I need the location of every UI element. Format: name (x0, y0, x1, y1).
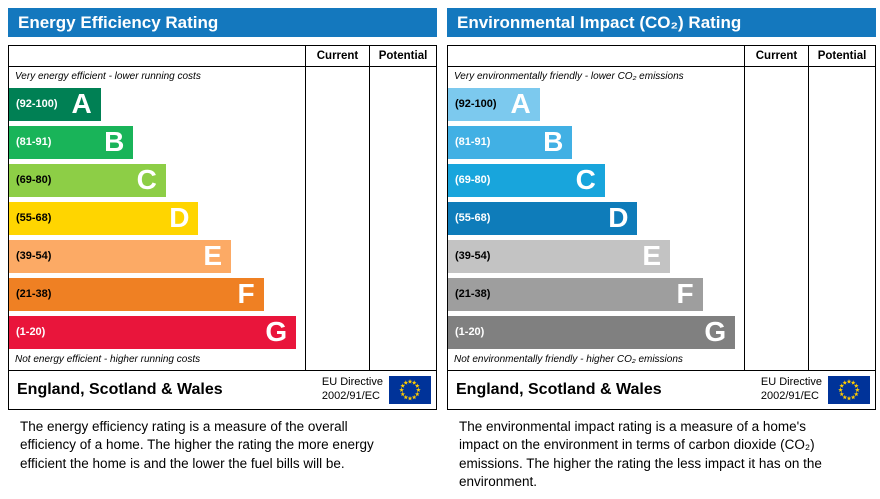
band-row: (81-91) B (448, 123, 744, 161)
band-range-label: (81-91) (455, 136, 491, 148)
band-row: (21-38) F (9, 275, 305, 313)
chart-grid: Current Potential Very energy efficient … (9, 46, 436, 370)
current-column (744, 67, 808, 370)
region-label: England, Scotland & Wales (456, 381, 662, 398)
band-f: (21-38) F (9, 277, 264, 311)
bottom-note: Not environmentally friendly - higher CO… (454, 354, 683, 365)
band-letter: C (575, 164, 596, 195)
potential-column-header: Potential (808, 46, 875, 67)
chart-footer: England, Scotland & Wales EU Directive 2… (9, 370, 436, 409)
environmental-impact-chart: Current Potential Very environmentally f… (447, 45, 876, 410)
empty-header-cell (9, 46, 305, 67)
rating-panels: Energy Efficiency Rating Current Potenti… (8, 8, 876, 491)
bands-area: Very energy efficient - lower running co… (9, 67, 305, 370)
potential-column (369, 67, 436, 370)
band-row: (1-20) G (9, 313, 305, 351)
band-d: (55-68) D (9, 201, 199, 235)
band-row: (1-20) G (448, 313, 744, 351)
band-row: (69-80) C (448, 161, 744, 199)
environmental-impact-panel: Environmental Impact (CO₂) Rating Curren… (447, 8, 876, 491)
eu-flag-icon (828, 376, 870, 404)
eu-directive-label: EU Directive 2002/91/EC (760, 376, 822, 402)
empty-header-cell (448, 46, 744, 67)
chart-footer: England, Scotland & Wales EU Directive 2… (448, 370, 875, 409)
potential-column (808, 67, 875, 370)
band-d: (55-68) D (448, 201, 638, 235)
band-range-label: (21-38) (455, 288, 491, 300)
energy-efficiency-title: Energy Efficiency Rating (8, 8, 437, 37)
band-letter: G (265, 316, 288, 347)
band-a: (92-100) A (448, 87, 540, 121)
band-letter: D (169, 202, 190, 233)
band-c: (69-80) C (9, 163, 166, 197)
energy-efficiency-description: The energy efficiency rating is a measur… (20, 419, 374, 471)
band-b: (81-91) B (448, 125, 573, 159)
band-row: (21-38) F (448, 275, 744, 313)
eu-flag-icon (389, 376, 431, 404)
potential-column-header: Potential (369, 46, 436, 67)
band-f: (21-38) F (448, 277, 703, 311)
band-letter: E (203, 240, 222, 271)
top-note: Very energy efficient - lower running co… (15, 71, 201, 82)
band-b: (81-91) B (9, 125, 134, 159)
eu-directive-label: EU Directive 2002/91/EC (321, 376, 383, 402)
band-letter: F (237, 278, 255, 309)
band-row: (55-68) D (9, 199, 305, 237)
band-c: (69-80) C (448, 163, 605, 197)
band-e: (39-54) E (9, 239, 231, 273)
energy-efficiency-panel: Energy Efficiency Rating Current Potenti… (8, 8, 437, 491)
band-range-label: (1-20) (16, 326, 46, 338)
current-column-header: Current (305, 46, 369, 67)
band-row: (55-68) D (448, 199, 744, 237)
band-range-label: (81-91) (16, 136, 52, 148)
band-range-label: (39-54) (455, 250, 491, 262)
band-range-label: (55-68) (16, 212, 52, 224)
bands-area: Very environmentally friendly - lower CO… (448, 67, 744, 370)
environmental-impact-title: Environmental Impact (CO₂) Rating (447, 8, 876, 37)
band-letter: C (136, 164, 157, 195)
current-column-header: Current (744, 46, 808, 67)
band-row: (92-100) A (448, 85, 744, 123)
band-range-label: (39-54) (16, 250, 52, 262)
top-note: Very environmentally friendly - lower CO… (454, 71, 684, 82)
region-label: England, Scotland & Wales (17, 381, 223, 398)
band-row: (92-100) A (9, 85, 305, 123)
band-letter: E (642, 240, 661, 271)
band-row: (39-54) E (448, 237, 744, 275)
band-g: (1-20) G (9, 315, 297, 349)
band-g: (1-20) G (448, 315, 736, 349)
band-range-label: (69-80) (455, 174, 491, 186)
band-letter: A (71, 88, 92, 119)
band-e: (39-54) E (448, 239, 670, 273)
band-row: (39-54) E (9, 237, 305, 275)
current-column (305, 67, 369, 370)
band-row: (81-91) B (9, 123, 305, 161)
band-letter: G (704, 316, 727, 347)
energy-efficiency-chart: Current Potential Very energy efficient … (8, 45, 437, 410)
band-letter: B (104, 126, 125, 157)
band-letter: B (543, 126, 564, 157)
band-row: (69-80) C (9, 161, 305, 199)
band-a: (92-100) A (9, 87, 101, 121)
band-range-label: (1-20) (455, 326, 485, 338)
band-range-label: (92-100) (455, 98, 497, 110)
bottom-note: Not energy efficient - higher running co… (15, 354, 201, 365)
band-range-label: (69-80) (16, 174, 52, 186)
environmental-impact-description: The environmental impact rating is a mea… (459, 419, 822, 490)
band-range-label: (92-100) (16, 98, 58, 110)
band-range-label: (55-68) (455, 212, 491, 224)
band-letter: D (608, 202, 629, 233)
band-letter: F (676, 278, 694, 309)
band-letter: A (510, 88, 531, 119)
band-range-label: (21-38) (16, 288, 52, 300)
chart-grid: Current Potential Very environmentally f… (448, 46, 875, 370)
